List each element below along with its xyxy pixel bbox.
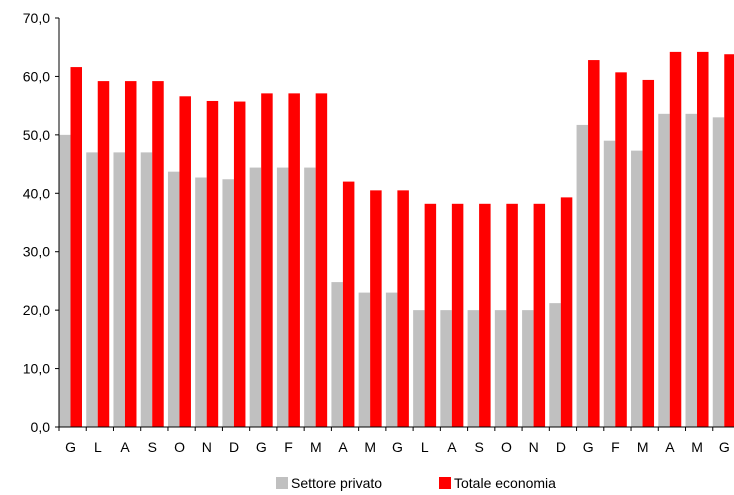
labels-group: G L A S O N D G F M A M G L A S O N D G F M A M G0,010,020,030,0…	[23, 10, 730, 455]
bar-settore-privato-16	[494, 310, 507, 427]
bar-totale-economia-1	[97, 81, 110, 427]
y-tick-label: 30,0	[23, 244, 50, 260]
x-tick-label: M	[364, 439, 376, 455]
bar-settore-privato-13	[413, 310, 425, 427]
bar-totale-economia-9	[315, 93, 328, 428]
bar-settore-privato-12	[385, 292, 398, 427]
bar-totale-economia-21	[642, 79, 655, 428]
x-tick-label: D	[229, 439, 239, 455]
x-tick-label: G	[256, 439, 267, 455]
bar-totale-economia-7	[261, 93, 273, 428]
bar-settore-privato-4	[167, 171, 180, 427]
x-tick-label: L	[421, 439, 429, 455]
bar-settore-privato-17	[522, 310, 534, 427]
bar-totale-economia-19	[588, 60, 600, 427]
legend-item-totale-economia: Totale economia	[439, 475, 556, 491]
bar-totale-economia-11	[370, 190, 382, 427]
x-tick-label: A	[120, 439, 130, 455]
x-tick-label: F	[611, 439, 620, 455]
bar-settore-privato-23	[685, 113, 698, 427]
x-tick-label: F	[284, 439, 293, 455]
bar-totale-economia-4	[179, 96, 191, 427]
x-tick-label: G	[65, 439, 76, 455]
legend: Settore privato Totale economia	[0, 475, 734, 495]
bar-totale-economia-17	[533, 203, 546, 427]
bar-settore-privato-8	[276, 167, 289, 427]
bar-totale-economia-0	[70, 67, 82, 427]
bar-totale-economia-8	[288, 93, 300, 428]
y-tick-label: 20,0	[23, 302, 50, 318]
bar-settore-privato-1	[86, 152, 98, 427]
legend-swatch-totale-economia	[439, 477, 451, 489]
bar-totale-economia-6	[233, 101, 246, 428]
bar-settore-privato-6	[222, 179, 234, 427]
bar-totale-economia-3	[152, 81, 164, 427]
bar-settore-privato-18	[549, 303, 561, 427]
x-tick-label: M	[310, 439, 322, 455]
bar-settore-privato-24	[712, 117, 725, 427]
legend-label-totale-economia: Totale economia	[454, 475, 556, 491]
bar-settore-privato-10	[331, 282, 343, 427]
x-tick-label: O	[501, 439, 512, 455]
y-tick-label: 70,0	[23, 10, 50, 26]
x-tick-label: A	[447, 439, 457, 455]
x-tick-label: G	[719, 439, 730, 455]
bar-settore-privato-5	[195, 177, 207, 427]
y-tick-label: 0,0	[31, 419, 51, 435]
bar-totale-economia-5	[206, 100, 219, 427]
bar-totale-economia-12	[397, 190, 409, 427]
bars-group	[59, 51, 734, 428]
x-tick-label: M	[691, 439, 703, 455]
x-tick-label: D	[556, 439, 566, 455]
x-tick-label: A	[665, 439, 675, 455]
x-tick-label: G	[392, 439, 403, 455]
bar-settore-privato-7	[249, 167, 262, 427]
y-tick-label: 60,0	[23, 68, 50, 84]
bar-settore-privato-9	[304, 167, 316, 427]
bar-totale-economia-18	[560, 197, 573, 427]
axes-group	[55, 17, 734, 431]
bar-totale-economia-15	[479, 203, 491, 427]
legend-item-settore-privato: Settore privato	[276, 475, 382, 491]
bar-settore-privato-14	[440, 310, 452, 427]
legend-swatch-settore-privato	[276, 477, 288, 489]
bar-totale-economia-13	[424, 203, 437, 427]
x-tick-label: S	[475, 439, 484, 455]
x-tick-label: S	[148, 439, 157, 455]
x-tick-label: L	[94, 439, 102, 455]
bar-settore-privato-0	[59, 134, 71, 428]
x-tick-label: G	[583, 439, 594, 455]
bar-settore-privato-11	[358, 292, 371, 427]
bar-settore-privato-19	[576, 124, 589, 428]
bar-settore-privato-20	[603, 140, 616, 427]
bar-settore-privato-21	[631, 150, 643, 427]
y-tick-label: 10,0	[23, 361, 50, 377]
y-tick-label: 40,0	[23, 185, 50, 201]
bar-settore-privato-15	[467, 310, 480, 427]
bar-totale-economia-10	[342, 181, 355, 427]
bar-totale-economia-24	[724, 54, 734, 427]
x-tick-label: N	[202, 439, 212, 455]
bar-totale-economia-16	[506, 203, 518, 427]
bar-totale-economia-23	[697, 51, 709, 427]
y-tick-label: 50,0	[23, 127, 50, 143]
bar-settore-privato-22	[658, 113, 670, 427]
x-tick-label: A	[338, 439, 348, 455]
x-tick-label: O	[174, 439, 185, 455]
bar-totale-economia-20	[615, 72, 627, 427]
x-tick-label: N	[529, 439, 539, 455]
x-tick-label: M	[637, 439, 649, 455]
bar-totale-economia-2	[124, 81, 137, 427]
bar-totale-economia-22	[669, 51, 682, 427]
legend-label-settore-privato: Settore privato	[291, 475, 383, 491]
bar-settore-privato-3	[140, 152, 153, 427]
bar-totale-economia-14	[451, 203, 464, 427]
bar-settore-privato-2	[113, 152, 125, 427]
